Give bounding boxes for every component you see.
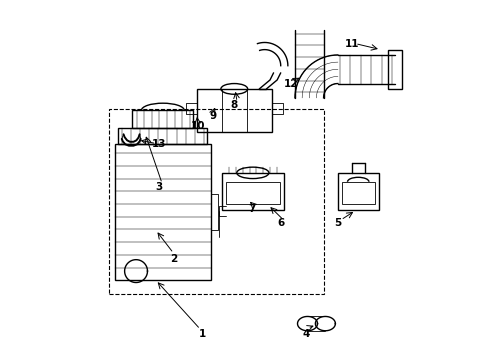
Text: 1: 1 bbox=[198, 329, 206, 339]
Bar bbox=[118, 128, 207, 144]
Bar bbox=[109, 109, 323, 294]
Text: 6: 6 bbox=[277, 218, 284, 228]
Bar bbox=[226, 182, 280, 204]
Bar bbox=[115, 144, 211, 280]
Text: 8: 8 bbox=[231, 100, 238, 110]
Text: 9: 9 bbox=[209, 111, 217, 121]
Text: 11: 11 bbox=[345, 39, 360, 49]
Text: 5: 5 bbox=[334, 218, 342, 228]
Bar bbox=[342, 182, 375, 204]
Text: 3: 3 bbox=[156, 182, 163, 192]
Text: 7: 7 bbox=[248, 203, 256, 213]
Bar bbox=[222, 173, 284, 210]
Text: 12: 12 bbox=[284, 78, 299, 89]
Text: 10: 10 bbox=[191, 121, 206, 131]
Text: 13: 13 bbox=[152, 139, 167, 149]
Text: 2: 2 bbox=[170, 253, 177, 264]
Bar bbox=[132, 111, 193, 128]
Bar bbox=[197, 89, 272, 132]
Bar bbox=[388, 50, 402, 89]
Text: 4: 4 bbox=[302, 329, 309, 339]
Bar bbox=[338, 173, 379, 210]
